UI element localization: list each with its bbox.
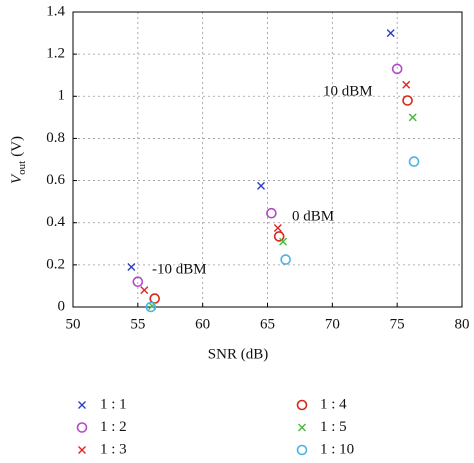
annotation: -10 dBM bbox=[152, 261, 207, 277]
legend-label: 1 : 3 bbox=[100, 441, 127, 457]
point bbox=[257, 181, 266, 190]
x-axis-label: SNR (dB) bbox=[208, 346, 268, 362]
y-tick-label: 0.4 bbox=[46, 214, 65, 230]
point bbox=[279, 237, 288, 246]
point bbox=[402, 95, 413, 106]
y-label-unit: (V) bbox=[9, 136, 25, 157]
point bbox=[273, 231, 285, 242]
legend-marker bbox=[76, 422, 88, 433]
x-tick-label: 75 bbox=[390, 316, 405, 332]
x-tick-label: 55 bbox=[130, 316, 145, 332]
legend-marker bbox=[296, 399, 308, 411]
legend-label: 1 : 5 bbox=[320, 419, 347, 435]
legend-marker bbox=[298, 423, 306, 432]
legend-marker bbox=[78, 446, 86, 454]
point bbox=[273, 223, 282, 232]
legend-label: 1 : 4 bbox=[320, 396, 347, 412]
point bbox=[266, 207, 277, 219]
point bbox=[149, 293, 160, 304]
point bbox=[132, 276, 144, 288]
y-tick-label: 0.6 bbox=[46, 172, 65, 188]
annotation: 10 dBM bbox=[323, 83, 373, 99]
legend-label: 1 : 2 bbox=[100, 419, 127, 435]
y-tick-label: 0.2 bbox=[46, 256, 65, 272]
point bbox=[127, 262, 136, 271]
point bbox=[408, 113, 417, 122]
plot-frame bbox=[72, 11, 463, 308]
x-tick-label: 65 bbox=[260, 316, 275, 332]
x-tick-label: 50 bbox=[66, 316, 81, 332]
annotation: 0 dBM bbox=[292, 208, 334, 224]
legend-label: 1 : 1 bbox=[100, 396, 127, 412]
y-axis-label: Vout (V) bbox=[9, 136, 27, 184]
legend-marker bbox=[78, 401, 86, 409]
y-tick-label: 0.8 bbox=[46, 130, 65, 146]
point bbox=[140, 286, 149, 295]
y-tick-label: 1 bbox=[58, 88, 66, 104]
point bbox=[386, 29, 395, 38]
y-tick-label: 0 bbox=[58, 298, 66, 314]
x-tick-label: 60 bbox=[195, 316, 210, 332]
point bbox=[402, 80, 411, 89]
y-label-sub: out bbox=[16, 161, 28, 175]
point bbox=[391, 63, 403, 75]
legend-label: 1 : 10 bbox=[320, 441, 354, 457]
x-tick-label: 80 bbox=[455, 316, 470, 332]
point bbox=[280, 254, 291, 265]
y-label-main: V bbox=[9, 173, 25, 184]
point bbox=[408, 156, 420, 167]
legend-marker bbox=[296, 444, 308, 456]
y-tick-label: 1.4 bbox=[46, 3, 65, 19]
y-tick-label: 1.2 bbox=[46, 46, 65, 62]
x-tick-label: 70 bbox=[325, 316, 340, 332]
point bbox=[145, 301, 157, 313]
